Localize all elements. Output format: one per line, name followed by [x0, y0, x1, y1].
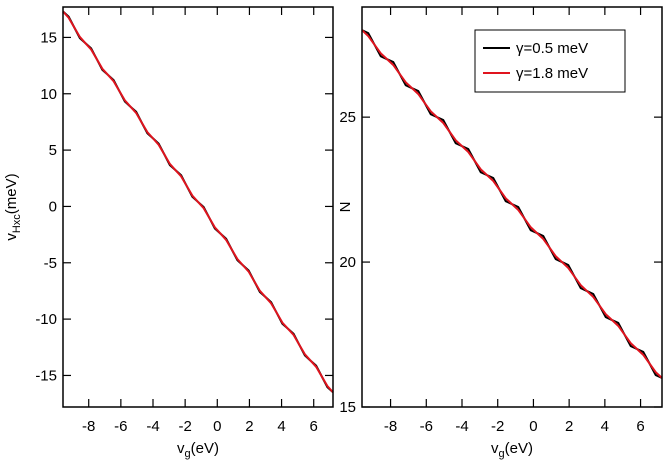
- x-tick-label: 0: [529, 418, 537, 435]
- x-tick-label: -6: [420, 418, 433, 435]
- label-subscript: Hxc: [11, 214, 23, 233]
- y-tick-label: 10: [40, 86, 57, 103]
- label-part: v: [3, 233, 20, 241]
- x-tick-label: 6: [310, 418, 318, 435]
- y-tick-label: 0: [49, 198, 57, 215]
- x-axis-label: vg(eV): [491, 440, 533, 460]
- panel: -8 -6 -4 -2 0 2 4 6-15-10-5051015vg(eV)vHxc(meV…: [3, 6, 334, 460]
- panel: -8 -6 -4 -2 0 2 4 6 15 20 25 vg(eV) Nγ=0.5 meV γ=1.8 …: [337, 6, 663, 460]
- legend-label: γ=1.8 meV: [516, 65, 588, 82]
- label-part: (meV): [3, 173, 20, 214]
- label-part: N: [337, 202, 354, 213]
- x-tick-label: 2: [245, 418, 253, 435]
- x-tick-label: 4: [601, 418, 609, 435]
- y-tick-label: -10: [35, 311, 57, 328]
- label-subscript: g: [499, 448, 505, 460]
- y-tick-label: 20: [339, 254, 356, 271]
- x-tick-label: -2: [178, 418, 191, 435]
- x-tick-label: 0: [213, 418, 221, 435]
- plot-frame: [361, 6, 663, 408]
- y-tick-label: 25: [339, 109, 356, 126]
- x-tick-label: -4: [146, 418, 159, 435]
- label-part: v: [177, 440, 185, 457]
- y-tick-label: -5: [44, 255, 57, 272]
- plot-frame: [62, 6, 334, 408]
- y-tick-label: -15: [35, 367, 57, 384]
- label-part: (eV): [505, 440, 533, 457]
- data-line: [361, 29, 663, 379]
- x-tick-label: 2: [565, 418, 573, 435]
- legend-label: γ=0.5 meV: [516, 40, 588, 57]
- x-tick-label: 6: [636, 418, 644, 435]
- y-tick-label: 15: [339, 399, 356, 416]
- label-part: (eV): [191, 440, 219, 457]
- x-tick-label: -4: [455, 418, 468, 435]
- y-tick-label: 15: [40, 29, 57, 46]
- data-line: [62, 10, 334, 393]
- label-part: v: [491, 440, 499, 457]
- x-tick-label: -2: [491, 418, 504, 435]
- y-axis-label: vHxc(meV): [3, 173, 23, 240]
- x-tick-label: -8: [82, 418, 95, 435]
- label-subscript: g: [185, 448, 191, 460]
- x-tick-label: 4: [277, 418, 285, 435]
- y-axis-label: N: [337, 202, 354, 213]
- x-axis-label: vg(eV): [177, 440, 219, 460]
- legend-box: [474, 29, 626, 93]
- y-tick-label: 5: [49, 142, 57, 159]
- x-tick-label: -6: [114, 418, 127, 435]
- x-tick-label: -8: [384, 418, 397, 435]
